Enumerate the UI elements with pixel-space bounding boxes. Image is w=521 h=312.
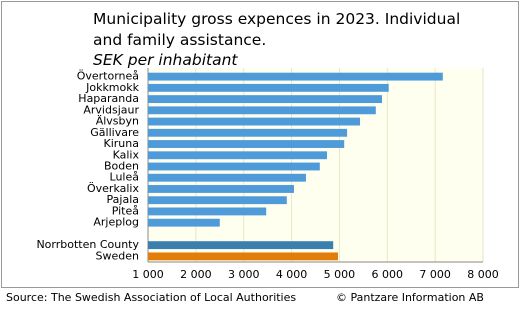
chart-title-line: and family assistance. xyxy=(93,31,266,49)
x-tick-label: 1 000 xyxy=(132,268,164,281)
bar xyxy=(148,185,294,193)
y-tick-label: Norrbotten County xyxy=(36,238,139,251)
x-tick-label: 4 000 xyxy=(276,268,308,281)
bar xyxy=(148,95,383,104)
x-tick-label: 3 000 xyxy=(228,268,260,281)
y-tick-label: Luleå xyxy=(110,171,139,184)
y-tick-label: Övertorneå xyxy=(77,70,139,83)
bar xyxy=(148,162,320,171)
bar xyxy=(148,83,389,92)
bar xyxy=(148,72,443,81)
bar xyxy=(148,140,345,148)
bar xyxy=(148,252,338,261)
copyright: © Pantzare Information AB xyxy=(336,291,484,304)
y-tick-label: Jokkmokk xyxy=(85,81,140,94)
y-tick-label: Boden xyxy=(104,160,139,173)
y-tick-label: Arjeplog xyxy=(93,216,139,229)
bar xyxy=(148,218,220,227)
x-tick-label: 8 000 xyxy=(467,268,499,281)
y-tick-label: Arvidsjaur xyxy=(83,103,139,116)
bar xyxy=(148,128,348,137)
source: Source: The Swedish Association of Local… xyxy=(6,291,296,304)
bar xyxy=(148,207,267,216)
x-tick-label: 7 000 xyxy=(419,268,451,281)
y-tick-label: Överkalix xyxy=(87,182,139,195)
y-tick-label: Gällivare xyxy=(90,126,139,139)
y-tick-label: Sweden xyxy=(96,249,139,262)
x-tick-label: 6 000 xyxy=(372,268,404,281)
y-tick-label: Pajala xyxy=(107,193,139,206)
bar xyxy=(148,196,287,205)
y-tick-label: Piteå xyxy=(112,204,139,217)
x-tick-label: 5 000 xyxy=(324,268,356,281)
bar xyxy=(148,106,376,115)
y-tick-label: Haparanda xyxy=(78,92,139,105)
y-tick-label: Kiruna xyxy=(104,137,139,150)
bar xyxy=(148,117,361,126)
x-tick-label: 2 000 xyxy=(180,268,212,281)
y-tick-label: Älvsbyn xyxy=(96,115,139,128)
y-tick-label: Kalix xyxy=(113,148,140,161)
bar xyxy=(148,241,334,250)
bar xyxy=(148,151,327,160)
chart-title-line: Municipality gross expences in 2023. Ind… xyxy=(93,10,460,28)
chart-subtitle: SEK per inhabitant xyxy=(93,51,238,69)
bar xyxy=(148,173,306,182)
